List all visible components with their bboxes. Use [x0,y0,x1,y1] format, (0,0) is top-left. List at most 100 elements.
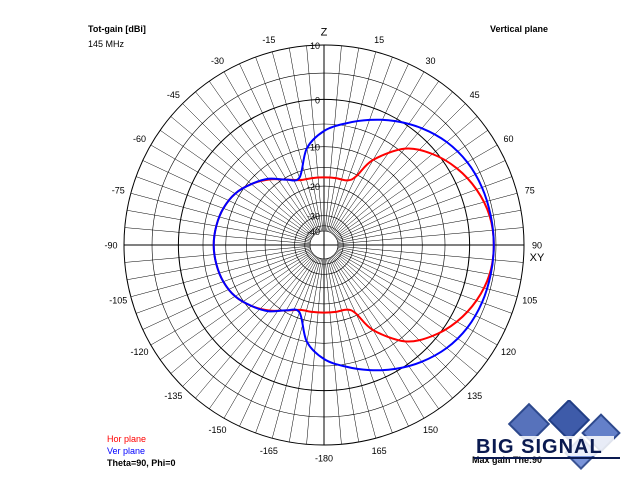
grid-spoke [331,81,439,234]
angle-tick-label: -105 [109,296,127,306]
polar-grid [123,44,525,446]
grid-spoke [126,247,311,280]
grid-spoke [223,256,318,419]
grid-spoke [239,63,319,233]
grid-spoke [332,255,453,399]
series-ver-plane [212,118,495,372]
grid-spoke [332,91,453,235]
grid-spoke [124,245,311,263]
grid-spoke [126,210,311,243]
legend-hor-plane: Hor plane [107,434,147,444]
plane-label: Vertical plane [489,24,548,34]
grid-spoke [130,248,311,298]
grid-spoke [195,91,316,235]
grid-spoke [328,56,393,232]
chart-title: Tot-gain [dBi] [88,24,146,34]
angle-tick-label: -120 [131,347,149,357]
grid-spoke [330,71,425,234]
radial-tick-label: -20 [307,182,320,192]
grid-spoke [324,45,342,232]
angle-tick-label: -165 [260,446,278,456]
angle-tick-label: -30 [211,56,224,66]
big-signal-logo: BIG SIGNAL [474,400,621,470]
angle-tick-label: 15 [374,35,384,45]
grid-spoke [130,192,311,242]
grid-spoke [209,256,317,409]
angle-tick-label: 60 [503,134,513,144]
grid-spoke [329,63,409,233]
grid-spoke [195,255,316,399]
grid-spoke [335,130,488,238]
theta-phi-label: Theta=90, Phi=0 [107,458,176,468]
grid-spoke [289,47,322,232]
grid-spoke [335,252,488,360]
angle-tick-label: 120 [501,347,516,357]
grid-spoke [150,251,313,346]
grid-spoke [327,258,377,439]
grid-spoke [223,71,318,234]
grid-spoke [328,258,393,434]
grid-spoke [239,257,319,427]
radial-tick-label: -10 [307,143,320,153]
angle-tick-label: -180 [315,454,333,464]
xy-axis-label: XY [530,252,545,264]
radial-tick-labels: 10 0 -10 -20 -30 -40 [307,41,320,237]
grid-spoke [142,250,312,330]
frequency-label: 145 MHz [88,39,125,49]
angle-tick-labels: Z153045607590105120135150165-180-165-150… [104,27,545,464]
grid-spoke [330,256,425,419]
radial-tick-label: -40 [307,227,320,237]
legend-ver-plane: Ver plane [107,446,146,456]
logo-text: BIG SIGNAL [476,436,603,458]
angle-tick-label: 105 [522,296,537,306]
grid-spoke [170,116,314,237]
grid-spoke [331,256,439,409]
angle-tick-label: -60 [133,134,146,144]
radial-tick-label: 0 [315,95,320,105]
pattern-series [212,118,495,372]
grid-spoke [182,254,315,387]
grid-spoke [326,258,359,443]
radial-tick-label: -30 [307,212,320,222]
angle-tick-label: -135 [164,391,182,401]
angle-tick-label: -150 [208,425,226,435]
grid-spoke [271,51,321,232]
grid-spoke [329,257,409,427]
angle-tick-label: 135 [467,391,482,401]
grid-spoke [335,144,498,239]
angle-tick-label: -15 [262,35,275,45]
grid-spoke [327,51,377,232]
grid-spoke [334,253,478,374]
grid-spoke [160,130,313,238]
grid-spoke [160,252,313,360]
angle-tick-label: 45 [470,90,480,100]
grid-spoke [336,250,506,330]
grid-spoke [289,258,322,443]
angle-tick-label: 165 [372,446,387,456]
grid-spoke [335,251,498,346]
grid-spoke [271,258,321,439]
angle-tick-label: -45 [167,90,180,100]
grid-spoke [182,103,315,236]
grid-spoke [334,116,478,237]
max-gain-label: Max gain The:90 [472,455,543,465]
grid-spoke [255,56,320,232]
grid-spoke [142,160,312,240]
angle-tick-label: -75 [112,185,125,195]
angle-tick-label: -90 [104,241,117,251]
grid-spoke [336,160,506,240]
angle-tick-label: 75 [525,185,535,195]
grid-spoke [326,47,359,232]
radial-tick-label: 10 [310,41,320,51]
grid-spoke [209,81,317,234]
angle-tick-label: 30 [425,56,435,66]
grid-spoke [255,258,320,434]
angle-tick-label: Z [321,27,328,39]
grid-spoke [333,254,466,387]
angle-tick-label: 90 [532,241,542,251]
grid-spoke [124,227,311,245]
grid-spoke [170,253,314,374]
angle-tick-label: 150 [423,425,438,435]
grid-spoke [324,258,342,445]
